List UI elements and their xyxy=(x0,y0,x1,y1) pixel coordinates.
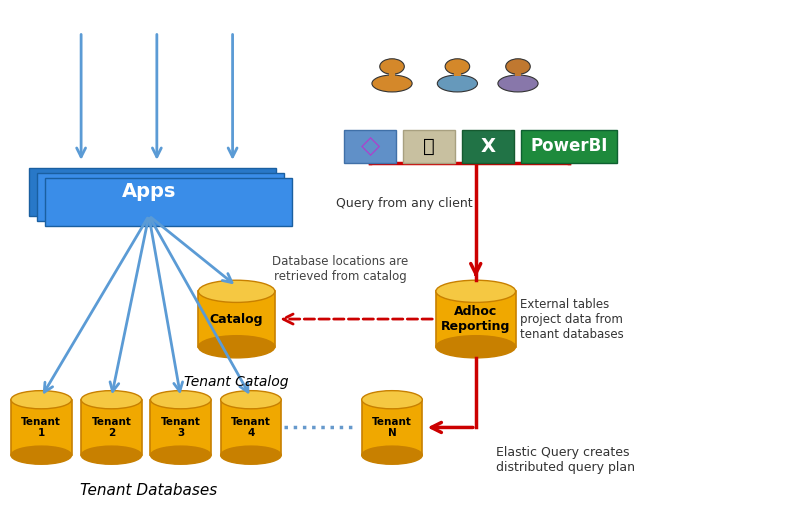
Ellipse shape xyxy=(498,75,538,92)
FancyBboxPatch shape xyxy=(462,130,514,163)
Polygon shape xyxy=(362,400,422,455)
Ellipse shape xyxy=(11,391,71,409)
Text: Tenant
4: Tenant 4 xyxy=(231,417,271,438)
Text: Catalog: Catalog xyxy=(210,312,263,325)
Text: ◇: ◇ xyxy=(361,134,380,158)
Polygon shape xyxy=(436,292,515,347)
FancyBboxPatch shape xyxy=(454,71,461,76)
Ellipse shape xyxy=(81,391,142,409)
Polygon shape xyxy=(150,400,211,455)
FancyBboxPatch shape xyxy=(403,130,455,163)
Polygon shape xyxy=(11,400,71,455)
Ellipse shape xyxy=(150,391,211,409)
Text: Tenant
N: Tenant N xyxy=(372,417,412,438)
Circle shape xyxy=(506,59,530,75)
Circle shape xyxy=(445,59,470,75)
Text: PowerBI: PowerBI xyxy=(530,137,608,155)
Ellipse shape xyxy=(198,336,275,358)
Text: Apps: Apps xyxy=(122,182,176,201)
FancyBboxPatch shape xyxy=(389,71,395,76)
FancyBboxPatch shape xyxy=(38,173,285,221)
Ellipse shape xyxy=(198,280,275,302)
Ellipse shape xyxy=(362,446,422,464)
Ellipse shape xyxy=(221,446,282,464)
Ellipse shape xyxy=(11,446,71,464)
Text: External tables
project data from
tenant databases: External tables project data from tenant… xyxy=(519,298,623,341)
Text: Tenant
3: Tenant 3 xyxy=(161,417,201,438)
Text: 🔧: 🔧 xyxy=(423,137,435,156)
Ellipse shape xyxy=(81,446,142,464)
Ellipse shape xyxy=(436,336,515,358)
FancyBboxPatch shape xyxy=(514,71,522,76)
Text: Query from any client: Query from any client xyxy=(336,197,473,209)
Polygon shape xyxy=(81,400,142,455)
Text: Tenant
2: Tenant 2 xyxy=(91,417,131,438)
FancyBboxPatch shape xyxy=(30,168,277,215)
Text: Tenant Databases: Tenant Databases xyxy=(80,483,218,498)
Polygon shape xyxy=(221,400,282,455)
Ellipse shape xyxy=(372,75,412,92)
Circle shape xyxy=(380,59,404,75)
Ellipse shape xyxy=(438,75,478,92)
Ellipse shape xyxy=(150,446,211,464)
Ellipse shape xyxy=(436,280,515,302)
Polygon shape xyxy=(198,292,275,347)
FancyBboxPatch shape xyxy=(344,130,396,163)
FancyBboxPatch shape xyxy=(46,178,292,226)
Ellipse shape xyxy=(362,391,422,409)
Text: Tenant Catalog: Tenant Catalog xyxy=(184,375,289,389)
Text: Elastic Query creates
distributed query plan: Elastic Query creates distributed query … xyxy=(496,446,634,474)
FancyBboxPatch shape xyxy=(521,130,617,163)
Text: Tenant
1: Tenant 1 xyxy=(22,417,61,438)
Text: X: X xyxy=(481,137,495,156)
Text: Adhoc
Reporting: Adhoc Reporting xyxy=(441,305,510,333)
Text: Database locations are
retrieved from catalog: Database locations are retrieved from ca… xyxy=(272,255,408,282)
Ellipse shape xyxy=(221,391,282,409)
